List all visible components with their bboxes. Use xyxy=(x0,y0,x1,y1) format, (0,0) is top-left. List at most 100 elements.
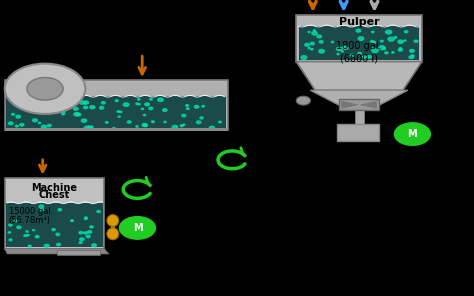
Bar xyxy=(355,110,364,124)
Bar xyxy=(6,203,103,247)
Circle shape xyxy=(410,49,414,52)
Circle shape xyxy=(197,121,201,124)
Polygon shape xyxy=(5,249,109,254)
Circle shape xyxy=(74,112,79,116)
Circle shape xyxy=(17,226,21,229)
Circle shape xyxy=(202,105,204,107)
Circle shape xyxy=(392,52,394,53)
Circle shape xyxy=(182,114,186,117)
Circle shape xyxy=(50,99,53,102)
Circle shape xyxy=(385,30,392,34)
Circle shape xyxy=(57,101,60,102)
Circle shape xyxy=(83,101,89,104)
Circle shape xyxy=(27,78,63,100)
Circle shape xyxy=(8,232,10,233)
Circle shape xyxy=(342,46,346,49)
Circle shape xyxy=(398,40,403,44)
Circle shape xyxy=(367,55,371,58)
Circle shape xyxy=(80,238,84,241)
Circle shape xyxy=(331,41,334,43)
Circle shape xyxy=(36,236,39,238)
Circle shape xyxy=(141,108,144,110)
Circle shape xyxy=(414,40,418,42)
Circle shape xyxy=(337,47,342,51)
Circle shape xyxy=(144,124,147,127)
Circle shape xyxy=(308,47,310,49)
Text: 1800 gal.: 1800 gal. xyxy=(337,41,382,52)
Circle shape xyxy=(119,217,155,239)
Circle shape xyxy=(88,231,91,233)
Circle shape xyxy=(112,128,115,129)
Circle shape xyxy=(92,244,96,247)
Circle shape xyxy=(84,126,90,130)
Text: (6800 l): (6800 l) xyxy=(340,53,378,63)
Circle shape xyxy=(16,115,20,118)
Circle shape xyxy=(152,121,154,123)
Circle shape xyxy=(62,113,65,115)
Circle shape xyxy=(5,64,85,114)
Text: Pulper: Pulper xyxy=(339,17,379,27)
Circle shape xyxy=(87,126,91,129)
Circle shape xyxy=(301,56,307,59)
Circle shape xyxy=(385,52,388,54)
Circle shape xyxy=(394,37,397,38)
Circle shape xyxy=(9,224,12,226)
Bar xyxy=(6,96,226,129)
Circle shape xyxy=(32,107,38,111)
Circle shape xyxy=(123,103,129,106)
Circle shape xyxy=(46,107,51,110)
Circle shape xyxy=(358,52,361,54)
Polygon shape xyxy=(296,62,422,90)
Circle shape xyxy=(399,48,402,49)
Circle shape xyxy=(58,209,62,211)
Circle shape xyxy=(296,96,310,105)
Circle shape xyxy=(86,235,90,238)
Circle shape xyxy=(311,49,313,50)
Bar xyxy=(57,250,100,255)
Circle shape xyxy=(394,123,430,145)
Circle shape xyxy=(180,125,183,127)
Ellipse shape xyxy=(107,228,118,240)
Circle shape xyxy=(411,55,414,57)
Polygon shape xyxy=(341,101,377,109)
Circle shape xyxy=(136,126,138,127)
Circle shape xyxy=(373,41,376,43)
Circle shape xyxy=(52,229,55,231)
Circle shape xyxy=(145,103,149,106)
Circle shape xyxy=(9,239,12,241)
Circle shape xyxy=(200,117,203,119)
Ellipse shape xyxy=(107,215,118,226)
Circle shape xyxy=(56,233,60,236)
Circle shape xyxy=(115,100,118,102)
Circle shape xyxy=(317,35,321,38)
Circle shape xyxy=(118,116,120,117)
Circle shape xyxy=(84,232,87,234)
Circle shape xyxy=(372,47,374,49)
Circle shape xyxy=(136,103,138,104)
Bar xyxy=(337,124,379,141)
Circle shape xyxy=(144,114,146,116)
Circle shape xyxy=(379,46,385,49)
Circle shape xyxy=(404,40,406,41)
Bar xyxy=(5,178,104,249)
Circle shape xyxy=(183,124,185,125)
Circle shape xyxy=(337,53,339,55)
Bar xyxy=(5,80,228,130)
Circle shape xyxy=(344,47,348,49)
Circle shape xyxy=(128,121,131,123)
Circle shape xyxy=(27,234,29,236)
Circle shape xyxy=(83,106,88,109)
Bar xyxy=(339,99,379,110)
Circle shape xyxy=(358,37,364,40)
Circle shape xyxy=(58,100,64,104)
Circle shape xyxy=(24,235,27,237)
Circle shape xyxy=(25,102,30,106)
Circle shape xyxy=(14,220,17,222)
Circle shape xyxy=(38,122,41,124)
Circle shape xyxy=(186,108,189,110)
Circle shape xyxy=(341,51,343,52)
Text: Chest: Chest xyxy=(39,190,70,200)
Bar xyxy=(5,128,228,131)
Circle shape xyxy=(28,245,31,247)
Text: M: M xyxy=(408,129,417,139)
